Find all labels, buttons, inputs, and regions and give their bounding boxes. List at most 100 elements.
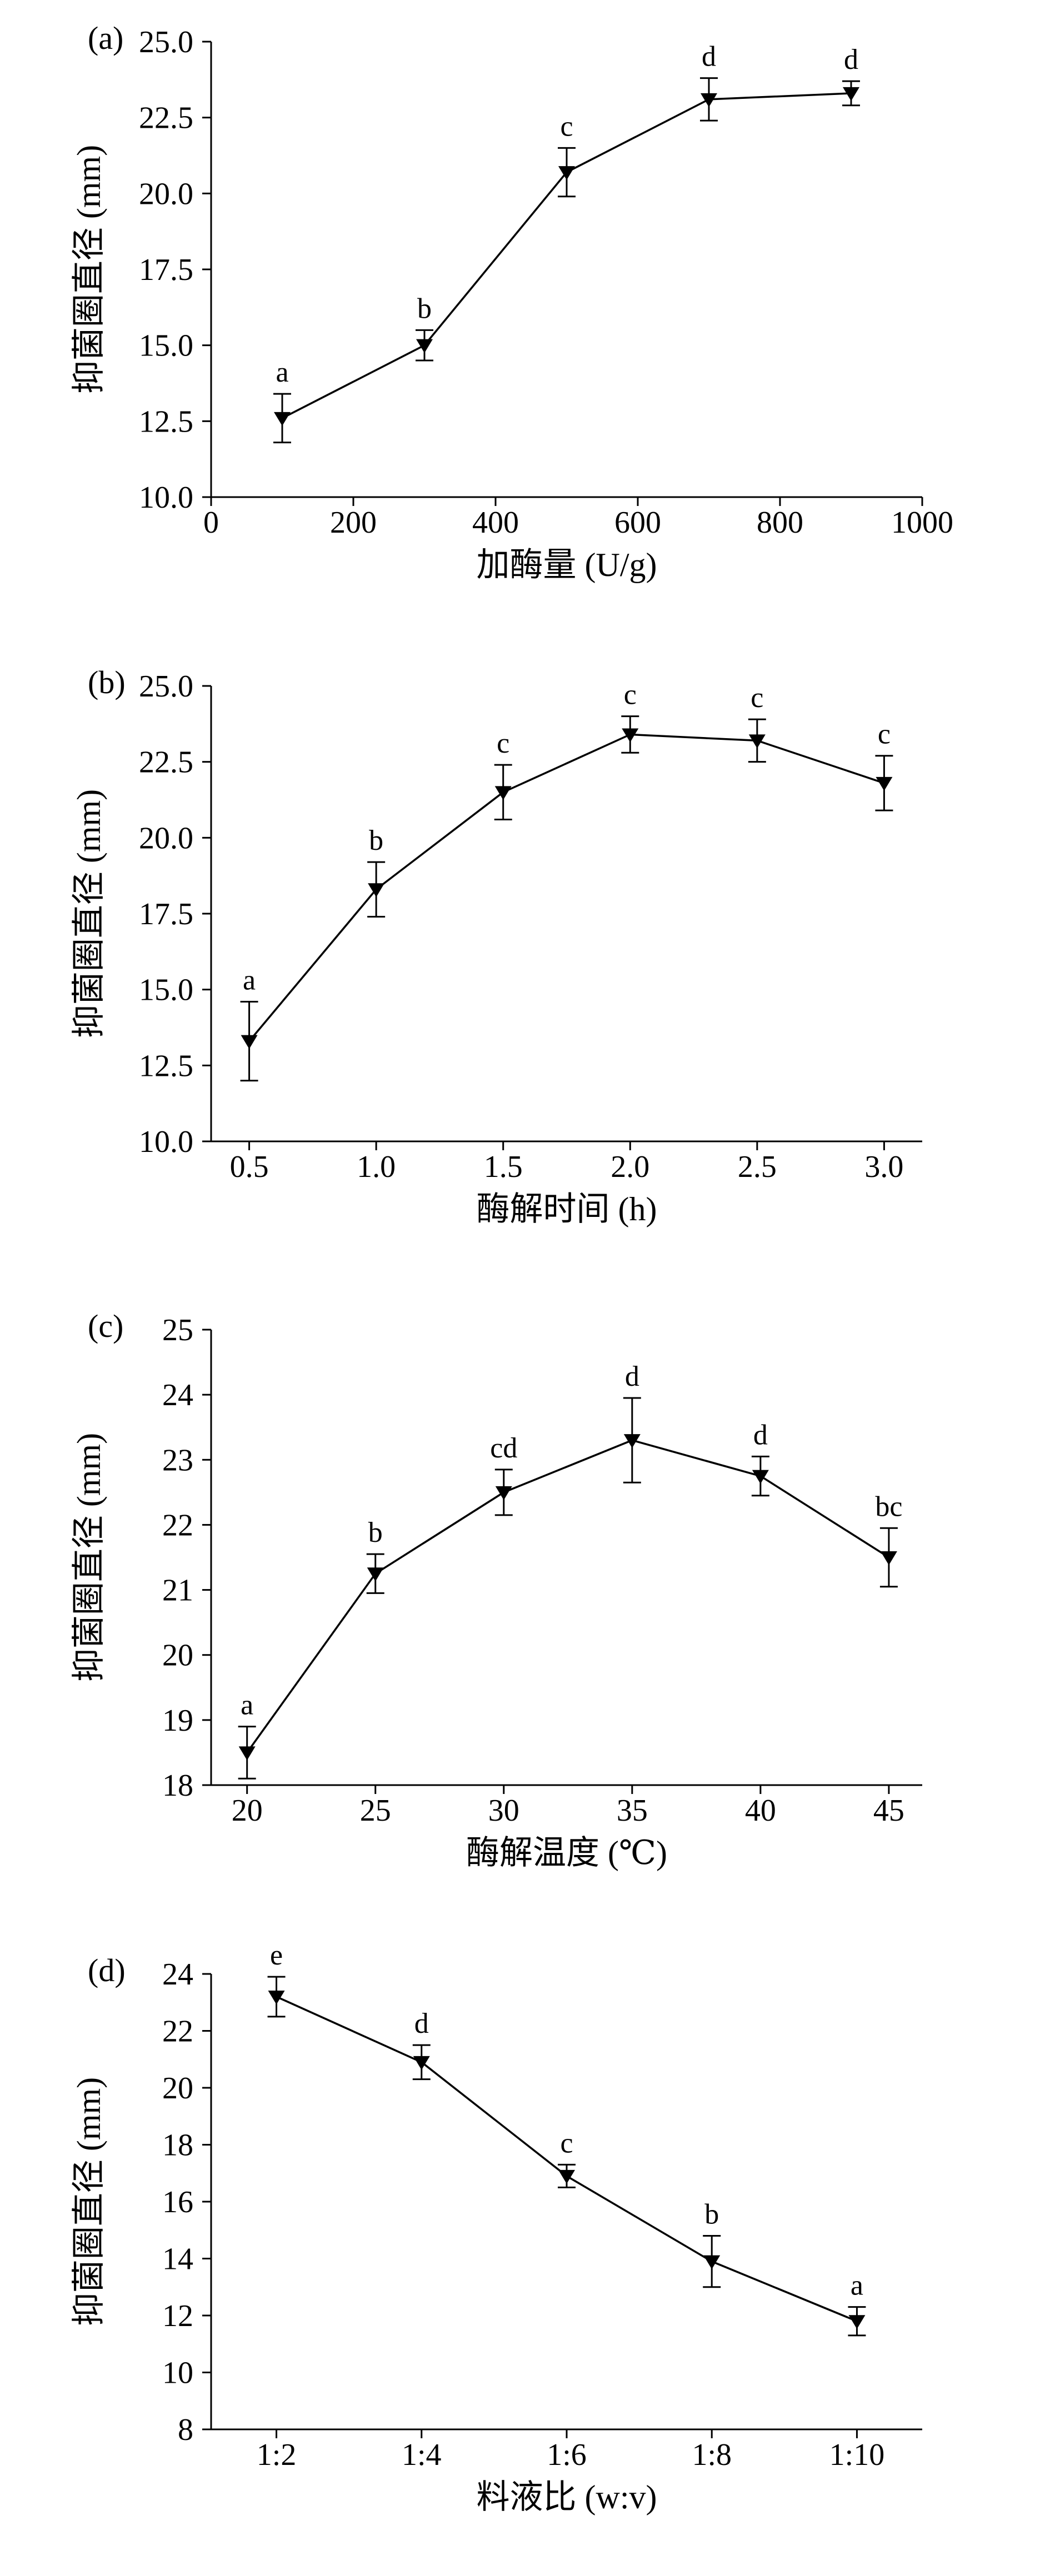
x-tick-label: 1:8: [692, 2438, 732, 2472]
y-tick-label: 22.5: [139, 745, 193, 779]
triangle-marker-icon: [848, 2314, 866, 2329]
significance-letter: a: [241, 1690, 253, 1721]
x-tick-label: 2.0: [611, 1150, 649, 1184]
x-tick-label: 30: [488, 1793, 519, 1828]
y-axis-title: 抑菌圈直径 (mm): [71, 1433, 107, 1682]
y-tick-label: 10.0: [139, 480, 193, 515]
significance-letter: c: [497, 728, 509, 759]
x-tick-label: 600: [614, 505, 661, 540]
significance-letter: a: [243, 964, 256, 996]
chart-c-svg: 18 19 20 21 22 23 24 25 20 25 30 35 40 45 酶解温度 (℃) 抑菌圈直…: [71, 1308, 922, 1871]
x-tick-label: 1000: [891, 505, 953, 540]
triangle-marker-icon: [495, 1486, 512, 1500]
y-tick-label: 24: [162, 1957, 193, 1992]
significance-letter: c: [560, 111, 573, 142]
x-tick-label: 1.5: [484, 1150, 523, 1184]
y-axis-title: 抑菌圈直径 (mm): [71, 789, 107, 1038]
x-tick-label: 45: [873, 1793, 904, 1828]
data-line: [248, 733, 884, 1042]
panel-label: (b): [88, 664, 126, 700]
y-tick-label: 15.0: [139, 329, 193, 363]
x-axis-title: 酶解时间 (h): [477, 1191, 657, 1227]
x-tick-label: 3.0: [864, 1150, 903, 1184]
significance-letter: d: [844, 44, 858, 76]
triangle-marker-icon: [701, 93, 717, 107]
y-tick-label: 19: [162, 1703, 193, 1738]
triangle-marker-icon: [368, 883, 385, 897]
significance-letter: d: [753, 1419, 768, 1451]
triangle-marker-icon: [703, 2255, 721, 2269]
y-tick-label: 22: [162, 1508, 193, 1542]
y-tick-label: 14: [162, 2242, 193, 2276]
triangle-marker-icon: [752, 1470, 769, 1484]
triangle-marker-icon: [622, 728, 639, 742]
triangle-marker-icon: [558, 166, 575, 181]
y-tick-label: 15.0: [139, 973, 193, 1007]
y-tick-label: 20.0: [139, 821, 193, 855]
y-tick-label: 10.0: [139, 1125, 193, 1159]
x-tick-label: 35: [617, 1793, 648, 1828]
triangle-marker-icon: [558, 2169, 575, 2184]
significance-letter: c: [878, 718, 891, 750]
x-tick-label: 1:2: [257, 2438, 297, 2472]
x-axis-title: 加酶量 (U/g): [477, 547, 657, 583]
significance-letter: a: [276, 357, 288, 388]
x-tick-label: 2.5: [738, 1150, 777, 1184]
y-tick-label: 12: [162, 2299, 193, 2333]
triangle-marker-icon: [748, 734, 766, 748]
triangle-marker-icon: [274, 412, 291, 426]
y-tick-label: 18: [162, 1768, 193, 1803]
y-tick-label: 21: [162, 1573, 193, 1608]
panel-label: (c): [88, 1308, 123, 1344]
y-tick-label: 25.0: [139, 25, 193, 59]
y-tick-label: 23: [162, 1443, 193, 1477]
y-tick-label: 20: [162, 1638, 193, 1673]
x-tick-label: 40: [745, 1793, 776, 1828]
x-tick-label: 800: [757, 505, 803, 540]
triangle-marker-icon: [880, 1551, 897, 1565]
triangle-marker-icon: [416, 339, 433, 353]
y-tick-label: 25.0: [139, 669, 193, 704]
y-tick-label: 8: [178, 2413, 193, 2447]
significance-letter: e: [270, 1939, 283, 1971]
y-tick-label: 18: [162, 2128, 193, 2162]
triangle-marker-icon: [413, 2056, 430, 2070]
x-tick-label: 400: [472, 505, 519, 540]
y-tick-label: 24: [162, 1378, 193, 1412]
y-tick-label: 12.5: [139, 1049, 193, 1083]
x-tick-label: 0.5: [230, 1150, 269, 1184]
y-tick-label: 22: [162, 2014, 193, 2048]
significance-letter: b: [417, 293, 432, 324]
x-tick-label: 200: [330, 505, 377, 540]
x-tick-label: 25: [360, 1793, 391, 1828]
significance-letter: d: [414, 2008, 429, 2039]
chart-d-svg: 8 10 12 14 16 18 20 22 24 1:2 1:4 1:6 1:8 1:10 料液比 (w:…: [71, 1939, 922, 2515]
y-tick-label: 25: [162, 1313, 193, 1347]
x-tick-label: 1:10: [829, 2438, 885, 2472]
chart-panel-b: 10.0 12.5 15.0 17.5 20.0 22.5 25.0 0.5 1.0 1.5 2.0…: [0, 644, 1050, 1289]
x-axis-title: 料液比 (w:v): [477, 2479, 657, 2515]
y-axis-title: 抑菌圈直径 (mm): [71, 2077, 107, 2326]
x-tick-label: 1.0: [357, 1150, 396, 1184]
y-tick-label: 20.0: [139, 177, 193, 211]
significance-letter: c: [751, 682, 763, 714]
data-line: [246, 1439, 889, 1753]
panel-label: (a): [88, 20, 123, 56]
y-tick-label: 17.5: [139, 897, 193, 931]
significance-letter: b: [368, 1517, 383, 1548]
y-tick-label: 22.5: [139, 101, 193, 136]
x-axis-title: 酶解温度 (℃): [466, 1835, 667, 1871]
y-tick-label: 12.5: [139, 404, 193, 439]
triangle-marker-icon: [367, 1567, 384, 1582]
significance-letter: c: [624, 679, 637, 710]
panel-label: (d): [88, 1952, 126, 1988]
x-tick-label: 0: [203, 505, 219, 540]
x-tick-label: 1:6: [547, 2438, 587, 2472]
triangle-marker-icon: [843, 87, 859, 101]
significance-letter: bc: [875, 1491, 902, 1522]
chart-panel-a: 10.0 12.5 15.0 17.5 20.0 22.5 25.0 0 200 400 600 80…: [0, 0, 1050, 644]
y-tick-label: 10: [162, 2356, 193, 2390]
x-tick-label: 20: [232, 1793, 263, 1828]
y-tick-label: 20: [162, 2071, 193, 2106]
chart-panel-c: 18 19 20 21 22 23 24 25 20 25 30 35 40 45 酶解温度 (℃) 抑菌圈直…: [0, 1288, 1050, 1932]
